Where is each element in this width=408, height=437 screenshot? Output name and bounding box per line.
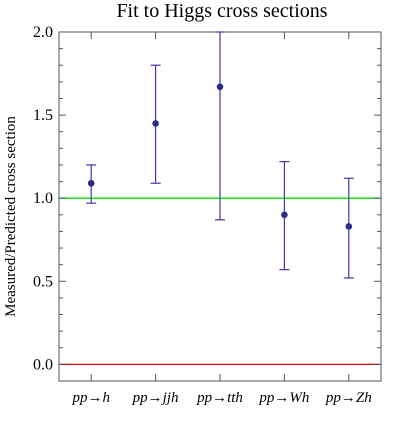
- data-point: [281, 211, 288, 219]
- data-point: [216, 83, 224, 91]
- data-point-group: [86, 164, 97, 204]
- data-point: [152, 120, 159, 127]
- y-axis-ticks: 0.0 0.5 1.0 1.5 2.0: [33, 24, 381, 373]
- series-points: [86, 31, 354, 279]
- y-axis-label: Measured/Predicted cross section: [3, 116, 19, 317]
- y-tick-label: 2.0: [33, 24, 53, 41]
- x-tick-label: pp→tth: [196, 390, 243, 406]
- x-tick-label: pp→Wh: [258, 390, 309, 406]
- x-tick-label: pp→jjh: [132, 390, 179, 406]
- data-point-group: [279, 161, 290, 271]
- y-tick-label: 0.0: [33, 356, 53, 373]
- x-tick-label: pp→h: [71, 390, 110, 406]
- reference-lines: [59, 197, 381, 366]
- data-point-group: [150, 64, 161, 184]
- y-tick-label: 1.5: [33, 107, 53, 124]
- data-point: [87, 179, 95, 187]
- y-tick-label: 1.0: [33, 190, 53, 207]
- x-axis-ticks: pp→h pp→jjh pp→tth pp→Wh pp→Zh: [71, 32, 372, 406]
- y-tick-label: 0.5: [33, 273, 53, 290]
- data-point: [345, 223, 353, 230]
- x-tick-label: pp→Zh: [325, 390, 372, 406]
- data-point-group: [215, 31, 225, 221]
- data-point-group: [343, 177, 354, 279]
- chart-title: Fit to Higgs cross sections: [116, 0, 327, 22]
